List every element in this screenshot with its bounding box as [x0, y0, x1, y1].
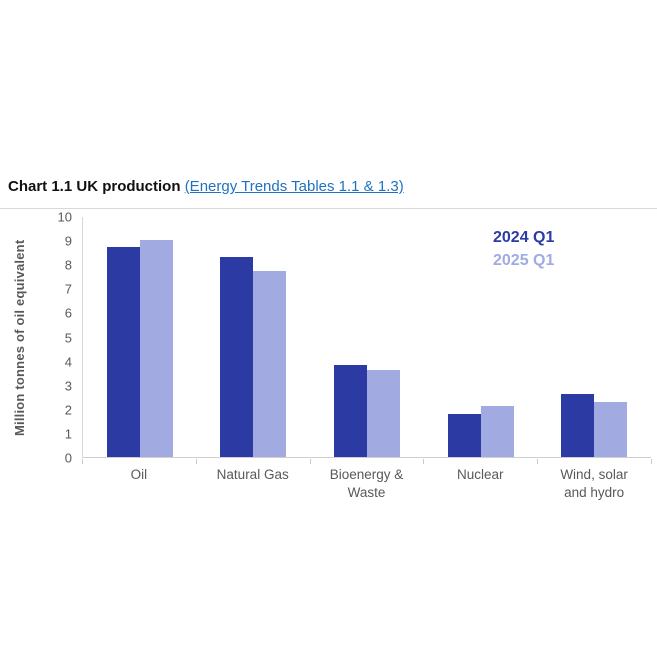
y-tick-label-1: 1 — [64, 426, 72, 442]
x-category-label-natural-gas: Natural Gas — [216, 467, 289, 482]
y-tick-label-4: 4 — [64, 354, 72, 370]
bar-2025-q1-bioenergy-waste — [366, 370, 400, 457]
header-divider-line — [0, 208, 657, 209]
chart-header: Chart 1.1 UK production (Energy Trends T… — [8, 177, 648, 196]
x-category-label-wind-solar-and-hydro: Wind, solar and hydro — [560, 467, 628, 500]
bar-group-oil — [83, 217, 197, 457]
y-tick-label-7: 7 — [64, 281, 72, 297]
bar-2024-q1-oil — [106, 247, 140, 457]
chart-title: Chart 1.1 UK production — [8, 178, 181, 195]
bar-group-bioenergy-waste — [310, 217, 424, 457]
x-category-label-bioenergy-waste: Bioenergy & Waste — [329, 467, 404, 500]
plot-area — [82, 217, 651, 458]
chart-legend: 2024 Q1 2025 Q1 — [493, 226, 554, 272]
energy-trends-tables-link[interactable]: (Energy Trends Tables 1.1 & 1.3) — [184, 178, 404, 195]
bar-2024-q1-nuclear — [447, 413, 481, 457]
bar-2024-q1-wind-solar-and-hydro — [561, 394, 595, 457]
legend-item-2024-q1: 2024 Q1 — [493, 229, 555, 246]
x-axis-labels: Oil Natural Gas Bioenergy & Waste Nuclear Wi… — [82, 466, 651, 502]
y-axis-title: Million tonnes of oil equivalent — [12, 239, 27, 436]
y-axis-ticks: 10 9 8 7 6 5 4 3 2 1 0 — [40, 210, 72, 466]
y-tick-label-8: 8 — [64, 257, 72, 273]
y-tick-label-2: 2 — [64, 402, 72, 418]
bar-group-nuclear — [424, 217, 538, 457]
bar-2024-q1-bioenergy-waste — [333, 365, 367, 457]
y-tick-label-6: 6 — [64, 305, 72, 321]
x-axis-tick — [423, 459, 425, 464]
bar-groups — [83, 217, 651, 457]
bar-2025-q1-oil — [139, 240, 173, 457]
x-axis-tick — [651, 459, 652, 464]
x-category-label-oil: Oil — [130, 467, 148, 482]
y-tick-label-9: 9 — [64, 233, 72, 249]
y-tick-label-10: 10 — [57, 209, 72, 225]
x-axis-tick — [82, 459, 83, 464]
x-category-label-nuclear: Nuclear — [457, 467, 504, 482]
y-tick-label-5: 5 — [64, 330, 72, 345]
x-axis-tick — [537, 459, 539, 464]
y-tick-label-0: 0 — [64, 450, 72, 466]
legend-item-2025-q1: 2025 Q1 — [493, 252, 555, 269]
bar-group-natural-gas — [197, 217, 311, 457]
bar-2025-q1-natural-gas — [253, 271, 287, 457]
bar-group-wind-solar-and-hydro — [537, 217, 651, 457]
x-axis-tick — [309, 459, 311, 464]
y-tick-label-3: 3 — [64, 378, 72, 394]
bar-2024-q1-natural-gas — [220, 256, 254, 457]
x-axis-tick — [195, 459, 197, 464]
bar-2025-q1-wind-solar-and-hydro — [594, 401, 628, 457]
bar-2025-q1-nuclear — [480, 406, 514, 457]
